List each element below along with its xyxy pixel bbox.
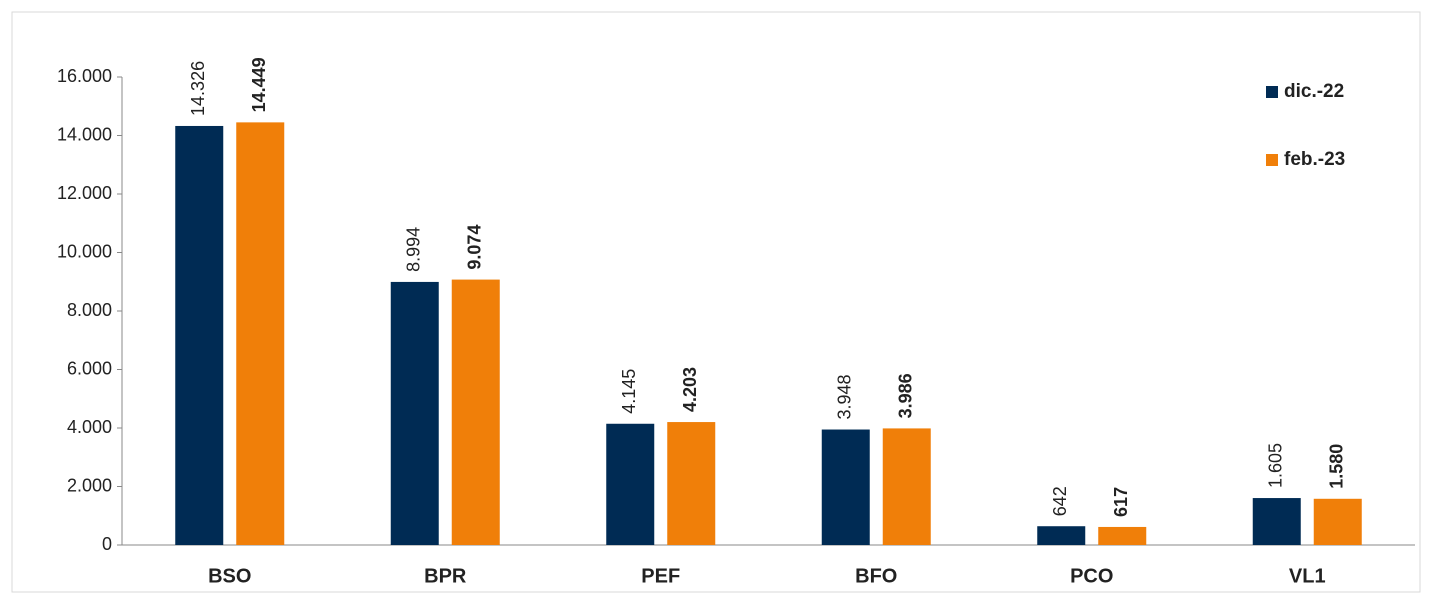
bar (1037, 526, 1086, 545)
bar (1252, 498, 1301, 545)
y-tick-label: 6.000 (67, 358, 112, 378)
y-tick-label: 12.000 (57, 183, 112, 203)
x-tick-label: BFO (855, 565, 897, 587)
y-tick-label: 4.000 (67, 417, 112, 437)
value-label: 4.145 (619, 369, 639, 414)
legend-swatch (1266, 86, 1278, 98)
value-label: 3.986 (896, 373, 916, 418)
bar (1313, 498, 1362, 545)
bar (1098, 526, 1147, 545)
y-tick-label: 10.000 (57, 241, 112, 261)
value-label: 14.326 (188, 61, 208, 116)
bar (451, 279, 500, 545)
value-label: 9.074 (465, 225, 485, 270)
bar (882, 428, 931, 545)
y-tick-label: 2.000 (67, 475, 112, 495)
y-tick-label: 16.000 (57, 66, 112, 86)
value-label: 4.203 (680, 367, 700, 412)
bar (390, 281, 439, 545)
y-tick-label: 0 (102, 534, 112, 554)
value-label: 14.449 (249, 57, 269, 112)
x-tick-label: PCO (1070, 565, 1113, 587)
legend-label: feb.-23 (1284, 149, 1345, 170)
bar (821, 429, 870, 545)
bar (667, 422, 716, 545)
x-tick-label: PEF (641, 565, 680, 587)
legend-label: dic.-22 (1284, 81, 1344, 102)
x-tick-label: BSO (208, 565, 251, 587)
value-label: 617 (1111, 487, 1131, 517)
x-tick-label: BPR (424, 565, 467, 587)
value-label: 1.605 (1266, 443, 1286, 488)
y-tick-label: 8.000 (67, 300, 112, 320)
y-tick-label: 14.000 (57, 124, 112, 144)
bar (175, 125, 224, 545)
value-label: 1.580 (1327, 444, 1347, 489)
legend-swatch (1266, 154, 1278, 166)
value-label: 3.948 (835, 374, 855, 419)
bar (236, 122, 285, 545)
value-label: 642 (1050, 486, 1070, 516)
x-tick-label: VL1 (1289, 565, 1326, 587)
value-label: 8.994 (404, 227, 424, 272)
bar (606, 423, 655, 545)
